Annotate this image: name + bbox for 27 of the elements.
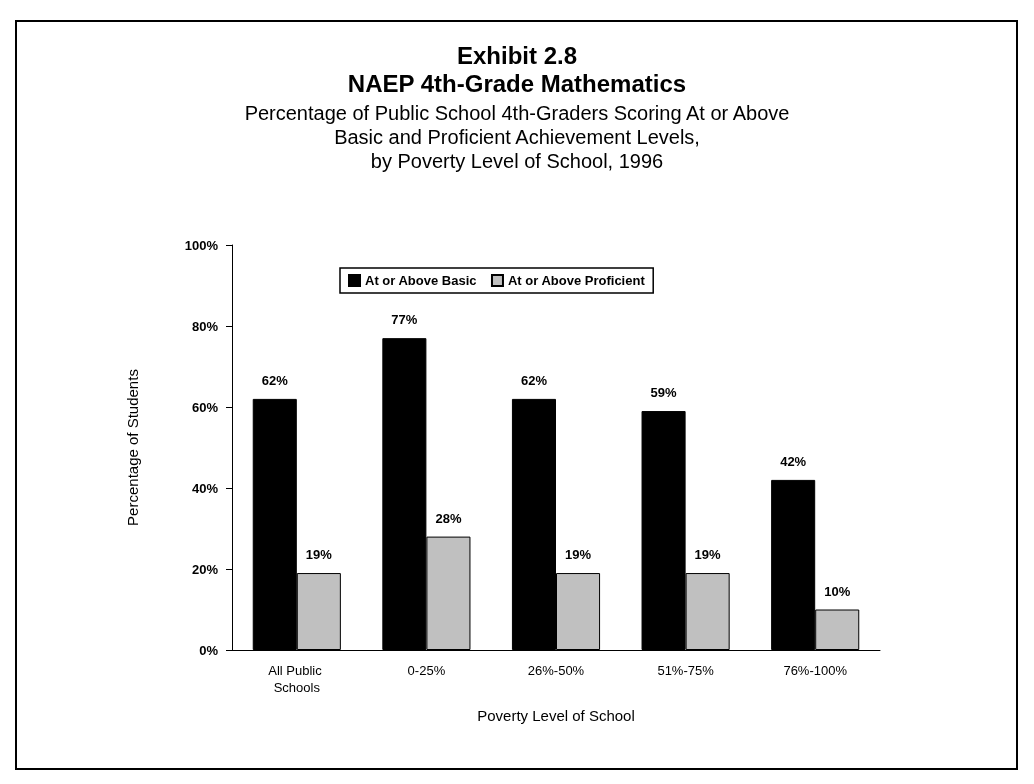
y-tick-label: 80% <box>191 318 219 334</box>
data-label: 10% <box>824 583 851 599</box>
x-tick-label: 51%-75% <box>657 663 715 678</box>
y-tick-label: 40% <box>191 480 219 496</box>
x-tick-label: All Public Schools <box>268 663 326 695</box>
y-tick-label: 0% <box>199 642 219 658</box>
y-tick-label: 60% <box>191 399 219 415</box>
x-tick-label: 26%-50% <box>527 663 585 678</box>
data-label: 19% <box>694 547 722 563</box>
data-label: 59% <box>650 385 678 401</box>
chart-title: Exhibit 2.8 NAEP 4th-Grade Mathematics <box>347 41 687 97</box>
data-label: 42% <box>780 453 807 469</box>
data-label: 19% <box>565 547 592 563</box>
y-tick-label: 100% <box>184 237 219 253</box>
data-label: 19% <box>305 547 333 563</box>
x-axis-title: Poverty Level of School <box>477 707 635 724</box>
legend-label: At or Above Proficient <box>507 273 646 288</box>
data-label: 62% <box>261 372 289 388</box>
chart-subtitle: Percentage of Public School 4th-Graders Scoring At or Above Basic and Proficient Achievement Levels, by Poverty Level of School, 1996 <box>244 102 790 172</box>
y-tick-label: 20% <box>191 561 219 577</box>
x-tick-label: 0-25% <box>407 663 446 678</box>
data-label: 62% <box>520 372 548 388</box>
y-axis-title: Percentage of Students <box>124 369 141 526</box>
x-tick-label: 76%-100% <box>783 663 848 678</box>
data-label: 28% <box>435 510 462 526</box>
legend-label: At or Above Basic <box>365 273 477 288</box>
data-label: 77% <box>391 312 418 328</box>
